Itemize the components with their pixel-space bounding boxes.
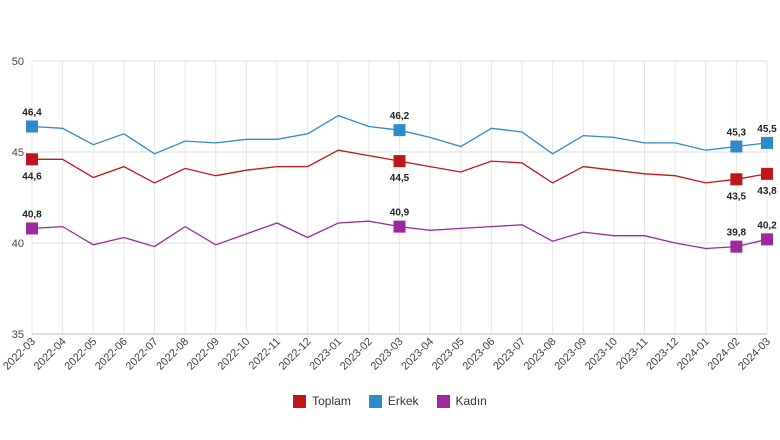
series-marker-kad-n [26,222,38,235]
series-group [26,114,773,253]
series-marker-toplam [393,155,406,168]
series-marker-kad-n [761,233,773,246]
x-tick-label: 2022-04 [32,336,69,373]
y-tick-label: 40 [12,238,24,250]
series-marker-erkek [730,140,743,153]
legend-item-erkek[interactable]: Erkek [368,394,419,408]
data-label-kad-n: 40,9 [390,208,410,219]
x-tick-label: 2023-05 [430,336,467,373]
legend: Toplam Erkek Kadın [0,394,780,408]
series-marker-kad-n [730,240,743,253]
x-tick-label: 2023-10 [583,336,620,373]
data-label-toplam: 44,5 [390,173,410,184]
legend-swatch [293,394,307,408]
x-tick-label: 2023-08 [522,336,559,373]
data-label-erkek: 46,4 [22,108,42,119]
x-tick-label: 2022-12 [277,336,314,373]
data-label-erkek: 46,2 [390,111,410,122]
series-marker-kad-n [393,220,406,233]
x-tick-label: 2024-01 [675,336,712,373]
x-tick-label: 2022-06 [93,336,130,373]
data-label-kad-n: 39,8 [727,228,747,239]
x-axis: 2022-032022-042022-052022-062022-072022-… [1,336,773,373]
x-tick-label: 2023-07 [491,336,528,373]
legend-swatch [436,394,450,408]
y-tick-label: 50 [12,56,24,68]
legend-swatch [368,394,382,408]
data-label-toplam: 43,8 [757,186,777,197]
y-tick-label: 45 [12,147,24,159]
x-tick-label: 2023-12 [644,336,681,373]
data-label-kad-n: 40,2 [757,220,777,231]
series-marker-erkek [393,124,406,137]
x-tick-label: 2024-02 [705,336,742,373]
y-tick-label: 35 [12,329,24,341]
series-marker-toplam [26,153,38,166]
legend-label: Kadın [455,394,487,408]
data-label-toplam: 43,5 [727,191,747,202]
x-tick-label: 2022-09 [185,336,222,373]
legend-item-toplam[interactable]: Toplam [293,394,351,408]
x-tick-label: 2023-09 [552,336,589,373]
series-marker-erkek [761,136,773,149]
x-tick-label: 2023-11 [614,336,650,372]
data-labels: 44,6 44,5 43,5 43,8 46,4 46,2 45,3 45,5 40,8 40,9… [22,108,777,239]
data-label-erkek: 45,3 [727,128,747,139]
series-marker-toplam [730,173,743,186]
x-tick-label: 2023-02 [338,336,375,373]
series-marker-erkek [26,120,38,133]
data-label-toplam: 44,6 [22,171,42,182]
x-tick-label: 2024-03 [736,336,773,373]
data-label-kad-n: 40,8 [22,209,42,220]
x-tick-label: 2023-03 [369,336,406,373]
x-tick-label: 2022-03 [1,336,38,373]
x-tick-label: 2022-10 [215,336,252,373]
legend-label: Toplam [312,394,351,408]
x-tick-label: 2022-07 [124,336,161,373]
x-tick-label: 2022-11 [247,336,283,372]
grid [31,60,768,335]
x-tick-label: 2023-04 [399,336,436,373]
data-label-erkek: 45,5 [757,124,777,135]
x-tick-label: 2022-08 [154,336,191,373]
x-tick-label: 2022-05 [62,336,99,373]
x-tick-label: 2023-06 [460,336,497,373]
legend-item-kad-n[interactable]: Kadın [436,394,487,408]
x-tick-label: 2023-01 [307,336,344,373]
legend-label: Erkek [387,394,419,408]
y-axis: 35 40 45 50 [12,56,24,341]
series-marker-toplam [761,167,773,180]
